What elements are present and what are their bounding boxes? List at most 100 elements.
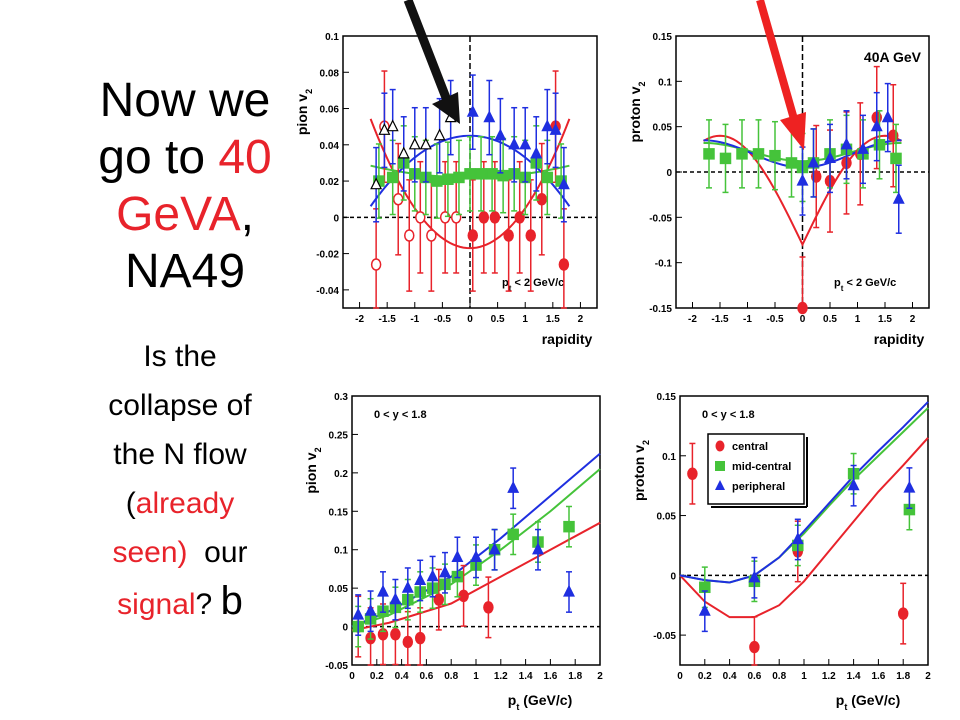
x-axis-label: rapidity xyxy=(542,331,593,347)
x-tick-label: 2 xyxy=(578,314,584,325)
legend-marker-central xyxy=(715,440,725,452)
data-point-peripheral xyxy=(494,128,507,141)
x-tick-label: 0.2 xyxy=(698,671,712,682)
data-point-peripheral xyxy=(433,128,446,141)
data-point-peripheral xyxy=(881,110,894,123)
x-tick-label: 1.4 xyxy=(519,671,533,682)
fit-curve-peripheral xyxy=(679,401,929,584)
fit-curve-central xyxy=(702,134,903,247)
x-tick-label: 1 xyxy=(473,671,479,682)
data-point-peripheral xyxy=(466,104,479,117)
x-tick-label: 0.4 xyxy=(723,671,737,682)
pt-cut-annotation: pt < 2 GeV/c xyxy=(834,277,896,293)
question-mark: ? xyxy=(195,588,221,621)
title-energy: 40 xyxy=(218,131,272,184)
y-tick-label: 0.08 xyxy=(320,68,340,79)
data-point-peripheral xyxy=(532,542,544,555)
data-point-mid-central xyxy=(769,149,781,162)
rapidity-cut-annotation: 0 < y < 1.8 xyxy=(374,409,427,421)
slide-title: Now we go to 40 GeVA, NA49 xyxy=(70,72,300,300)
x-tick-label: 1.6 xyxy=(543,671,557,682)
x-tick-label: -1.5 xyxy=(379,314,397,325)
data-point-peripheral xyxy=(847,478,860,491)
data-point-peripheral xyxy=(870,119,883,132)
question-seen: seen) xyxy=(112,536,188,569)
y-axis-label: proton v2 xyxy=(631,440,651,501)
x-tick-label: 2 xyxy=(910,314,916,325)
y-tick-label: -0.04 xyxy=(316,286,339,297)
y-tick-label: 0.1 xyxy=(662,452,676,463)
x-tick-label: -1.5 xyxy=(711,314,729,325)
y-tick-label: 0.02 xyxy=(320,177,340,188)
legend-entry-central: central xyxy=(732,441,768,453)
data-point-mid-central xyxy=(507,528,519,541)
y-tick-label: 0.1 xyxy=(325,32,339,43)
data-point-central xyxy=(797,301,808,315)
y-axis-label: pion v2 xyxy=(294,89,314,135)
data-point-central xyxy=(433,593,445,606)
y-tick-label: 0.15 xyxy=(657,392,677,403)
data-point-mid-central xyxy=(497,169,509,182)
y-tick-label: 0.05 xyxy=(329,584,349,595)
x-tick-label: 1.8 xyxy=(896,671,910,682)
x-tick-label: -1 xyxy=(410,314,419,325)
x-tick-label: 2 xyxy=(925,671,931,682)
y-tick-label: -0.05 xyxy=(653,631,676,642)
data-point-central xyxy=(415,211,426,224)
y-tick-label: 0.05 xyxy=(653,123,673,134)
red-arrow-head xyxy=(780,112,806,150)
data-point-central xyxy=(402,635,414,649)
data-point-peripheral xyxy=(857,141,869,154)
data-point-peripheral xyxy=(419,137,432,150)
data-point-peripheral xyxy=(389,592,402,605)
data-point-central xyxy=(390,628,401,641)
data-point-mid-central xyxy=(453,171,465,184)
data-point-central xyxy=(514,211,525,224)
x-tick-label: 1.5 xyxy=(546,314,560,325)
question-line-2: collapse of xyxy=(108,389,252,422)
x-tick-label: 2 xyxy=(597,671,603,682)
question-line-4: (already xyxy=(70,479,290,528)
question-signal: signal xyxy=(117,588,196,621)
data-point-peripheral xyxy=(557,177,570,190)
data-point-peripheral xyxy=(408,137,421,150)
y-tick-label: 0.1 xyxy=(658,77,672,88)
title-line-4: NA49 xyxy=(124,245,246,298)
x-tick-label: 1.6 xyxy=(871,671,885,682)
y-tick-label: -0.05 xyxy=(325,661,348,672)
x-axis-label: rapidity xyxy=(874,331,925,347)
data-point-peripheral xyxy=(549,122,562,135)
question-paren: ( xyxy=(125,487,136,520)
plot-frame xyxy=(351,395,601,666)
y-tick-label: 0.04 xyxy=(320,141,340,152)
x-tick-label: 0.5 xyxy=(491,314,505,325)
y-tick-label: 0.3 xyxy=(334,392,348,403)
rapidity-cut-annotation: 0 < y < 1.8 xyxy=(702,409,755,421)
y-axis-label: pion v2 xyxy=(303,447,323,493)
x-tick-label: 0 xyxy=(467,314,473,325)
data-point-mid-central xyxy=(486,168,498,180)
data-point-central xyxy=(426,229,437,242)
x-axis-label: pt (GeV/c) xyxy=(836,692,900,712)
y-tick-label: 0 xyxy=(670,571,676,582)
data-point-central xyxy=(536,192,548,206)
y-tick-label: 0 xyxy=(666,168,672,179)
y-tick-label: -0.05 xyxy=(649,213,672,224)
data-point-central xyxy=(467,229,479,242)
data-point-peripheral xyxy=(426,569,439,582)
question-line-6: signal? b xyxy=(70,577,290,629)
data-point-peripheral xyxy=(414,573,427,586)
legend-entry-peripheral: peripheral xyxy=(732,481,785,493)
data-point-mid-central xyxy=(736,148,748,160)
pointer-arrows xyxy=(403,0,806,150)
data-point-mid-central xyxy=(442,173,454,186)
data-point-central xyxy=(478,211,490,224)
data-point-peripheral xyxy=(541,119,554,132)
y-tick-label: 0.2 xyxy=(334,469,348,480)
question-our: our xyxy=(204,536,248,569)
data-point-central xyxy=(897,607,909,620)
red-arrow-shaft xyxy=(756,0,800,128)
black-arrow-shaft xyxy=(403,0,455,110)
data-point-mid-central xyxy=(541,171,554,184)
